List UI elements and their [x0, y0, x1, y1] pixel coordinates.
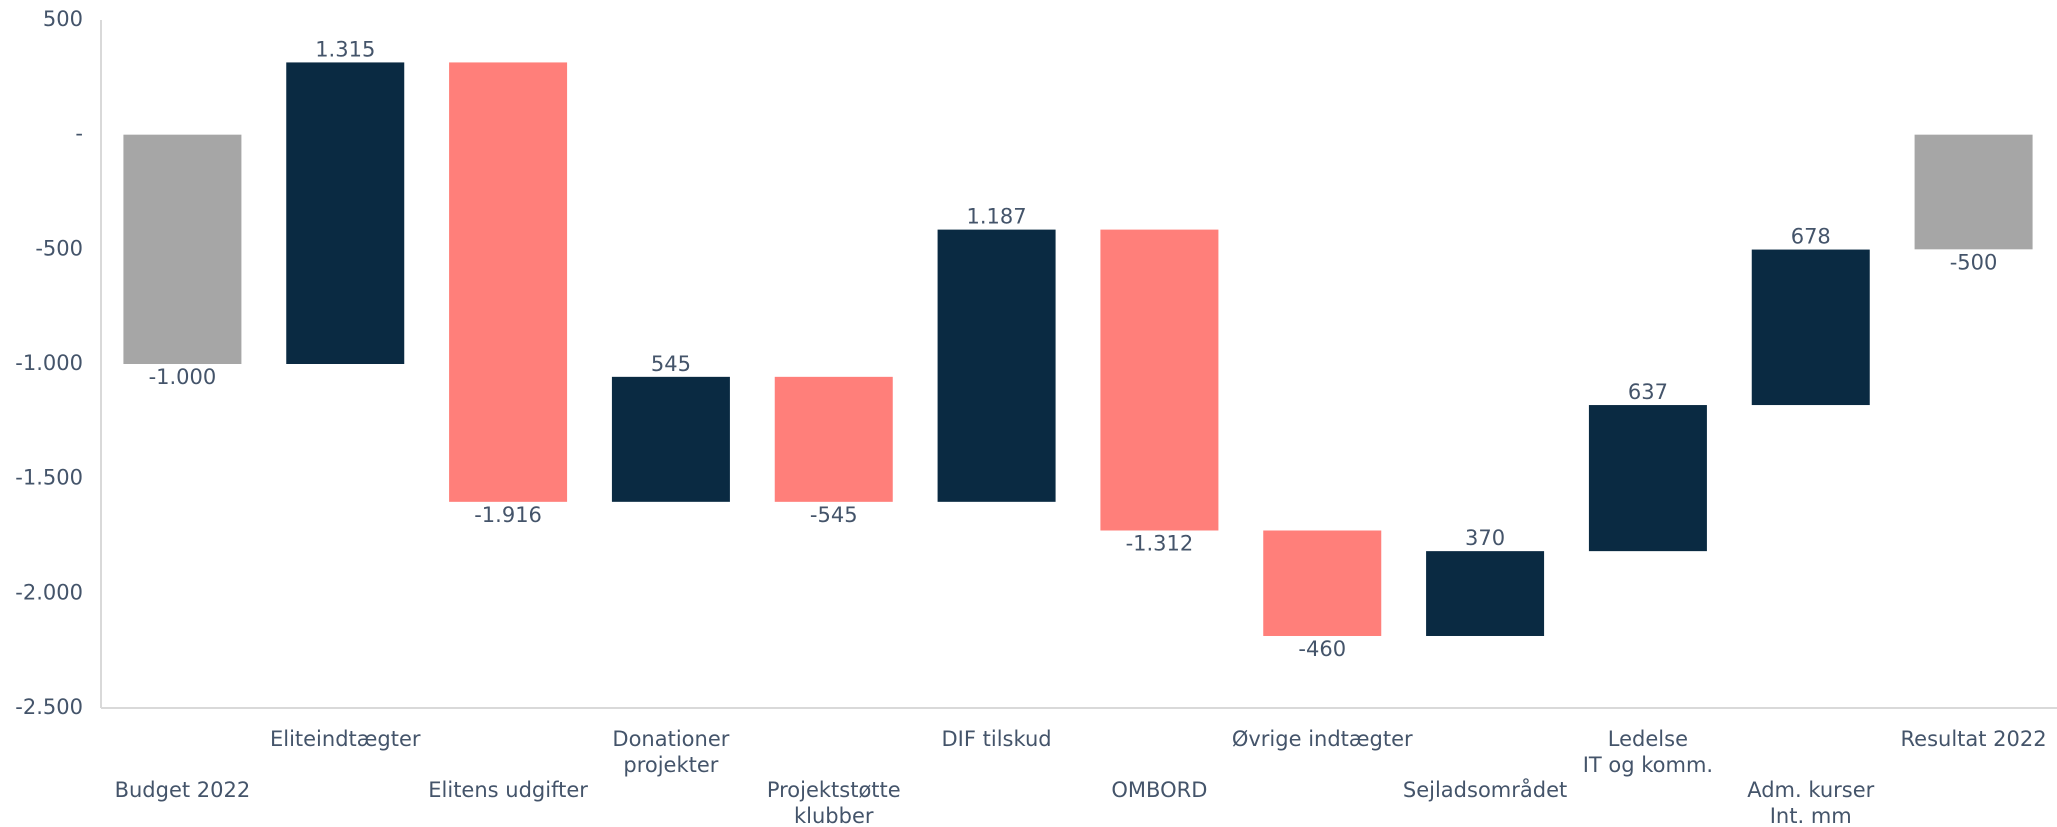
value-label: 678 — [1791, 225, 1831, 249]
x-tick-label: OMBORD — [1111, 778, 1208, 802]
x-tick-label: Sejladsområdet — [1402, 778, 1568, 802]
bar — [1751, 249, 1870, 406]
y-tick-label: -1.000 — [15, 351, 83, 375]
y-tick-label: - — [75, 122, 83, 146]
y-tick-label: -500 — [35, 236, 83, 260]
value-label: -1.000 — [149, 365, 217, 389]
bar — [123, 134, 242, 364]
bar — [611, 376, 730, 502]
x-tick-label: Elitens udgifter — [428, 778, 588, 802]
value-label: -1.916 — [474, 503, 542, 527]
bar — [1588, 405, 1707, 552]
x-tick-label: Resultat 2022 — [1900, 727, 2047, 751]
value-label: -500 — [1950, 250, 1998, 274]
x-tick-label: Adm. kurser Int. mm — [1747, 778, 1875, 827]
value-label: -545 — [810, 503, 858, 527]
x-tick-label: DIF tilskud — [941, 727, 1052, 751]
value-label: 1.187 — [967, 205, 1027, 229]
value-label: 545 — [651, 352, 691, 376]
value-label: -1.312 — [1126, 531, 1194, 555]
bar — [1914, 134, 2033, 250]
bar — [449, 62, 568, 502]
x-tick-label: Budget 2022 — [114, 778, 251, 802]
x-tick-label: Donationer projekter — [612, 727, 730, 777]
value-label: -460 — [1298, 637, 1346, 661]
x-tick-label: Ledelse IT og komm. — [1582, 727, 1714, 777]
value-label: 370 — [1465, 526, 1505, 550]
value-label: 1.315 — [315, 37, 375, 61]
y-tick-label: -2.500 — [15, 695, 83, 719]
bar — [1426, 551, 1545, 636]
bar — [1263, 530, 1382, 636]
y-tick-label: -2.000 — [15, 580, 83, 604]
bar — [286, 62, 405, 364]
bar — [774, 376, 893, 502]
bar — [937, 229, 1056, 502]
x-tick-label: Øvrige indtægter — [1231, 727, 1413, 751]
y-tick-label: -1.500 — [15, 466, 83, 490]
x-tick-label: Projektstøtte klubber — [766, 778, 901, 827]
x-tick-label: Eliteindtægter — [269, 727, 421, 751]
bar — [1100, 229, 1219, 531]
y-tick-label: 500 — [43, 7, 83, 31]
value-label: 637 — [1628, 380, 1668, 404]
